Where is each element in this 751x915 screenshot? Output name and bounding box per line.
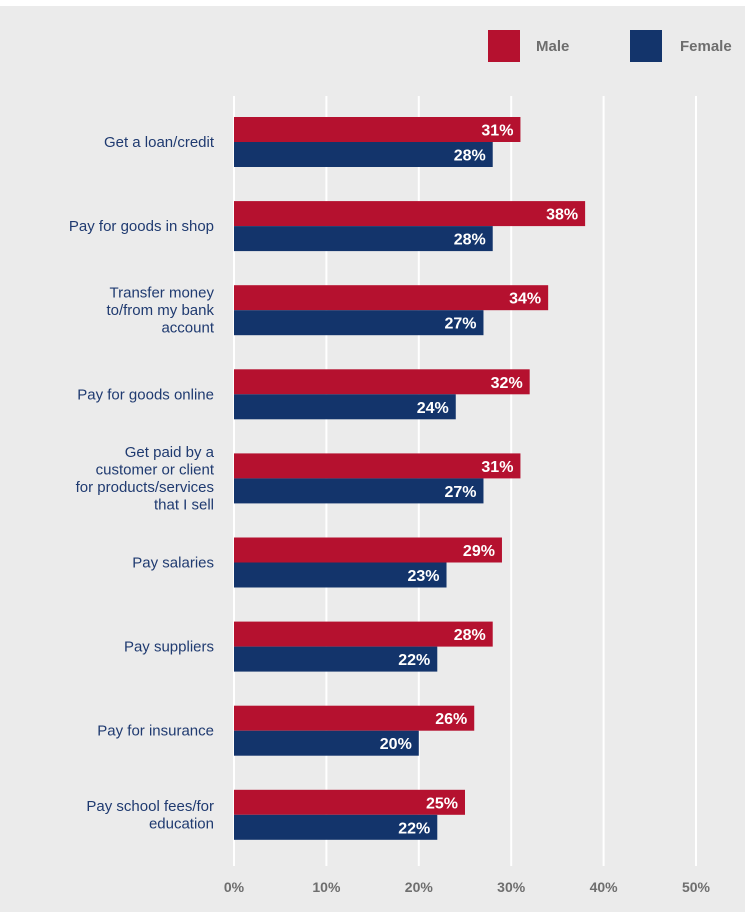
category-label: Get a loan/credit	[104, 134, 215, 151]
legend-swatch-male	[488, 30, 520, 62]
category-label: Transfer money to/from my bank account	[106, 285, 214, 337]
bar-value-label: 32%	[491, 375, 523, 392]
legend: Male Female	[488, 30, 732, 62]
category-label-line: Pay for goods in shop	[69, 218, 214, 235]
category-label-line: account	[161, 320, 214, 337]
category-label-line: Pay for goods online	[77, 386, 214, 403]
bar-value-label: 25%	[426, 795, 458, 812]
bar-value-label: 23%	[407, 568, 439, 585]
bar-value-label: 22%	[398, 820, 430, 837]
bar-female	[234, 394, 456, 420]
bar-value-label: 38%	[546, 207, 578, 224]
bar-value-label: 34%	[509, 291, 541, 308]
category-label-line: to/from my bank	[106, 302, 214, 319]
bar-male	[234, 705, 475, 731]
category-label: Pay suppliers	[124, 639, 214, 656]
bar-value-label: 28%	[454, 232, 486, 249]
bar-value-label: 20%	[380, 736, 412, 753]
bar-female	[234, 478, 484, 504]
x-tick-label: 20%	[405, 879, 434, 895]
bar-male	[234, 621, 493, 647]
bar-male	[234, 117, 521, 142]
category-label: Pay for goods online	[77, 386, 214, 403]
bar-value-label: 29%	[463, 543, 495, 560]
category-label-line: Transfer money	[110, 285, 215, 302]
category-label-line: Pay salaries	[132, 555, 214, 572]
bar-female	[234, 142, 493, 167]
bar-female	[234, 646, 438, 672]
bar-female	[234, 562, 447, 588]
category-label: Get paid by a customer or client for produ…	[76, 444, 215, 514]
x-tick-label: 10%	[312, 879, 341, 895]
bar-female	[234, 730, 419, 756]
x-tick-label: 0%	[224, 879, 245, 895]
category-label: Pay salaries	[132, 555, 214, 572]
bar-value-label: 31%	[481, 459, 513, 476]
x-tick-label: 50%	[682, 879, 711, 895]
category-label-line: for products/services	[76, 479, 214, 496]
category-labels: Get a loan/credit Pay for goods in shop Tr…	[69, 134, 215, 833]
x-axis-ticks: 0% 10% 20% 30% 40% 50%	[224, 879, 711, 895]
bar-female	[234, 226, 493, 252]
category-label: Pay school fees/for education	[86, 798, 214, 833]
bar-value-label: 26%	[435, 711, 467, 728]
category-label: Pay for goods in shop	[69, 218, 214, 235]
bar-value-label: 28%	[454, 627, 486, 644]
bar-male	[234, 369, 530, 395]
bar-value-label: 22%	[398, 652, 430, 669]
bar-value-label: 31%	[481, 123, 513, 140]
bar-male	[234, 201, 586, 227]
bar-male	[234, 537, 502, 563]
category-label-line: that I sell	[154, 497, 214, 514]
bar-value-label: 24%	[417, 400, 449, 417]
bar-female	[234, 814, 438, 840]
bars-group: 31% 28% 38% 28% 34% 27% 32% 24% 31% 27% 29% 23% 28% 2…	[234, 117, 586, 840]
x-tick-label: 30%	[497, 879, 526, 895]
bar-male	[234, 453, 521, 479]
category-label-line: customer or client	[96, 462, 215, 479]
category-label-line: education	[149, 816, 214, 833]
legend-label-male: Male	[536, 38, 569, 55]
bar-value-label: 27%	[444, 484, 476, 501]
bar-value-label: 27%	[444, 316, 476, 333]
bar-male	[234, 789, 465, 815]
bar-male	[234, 285, 549, 311]
legend-swatch-female	[630, 30, 662, 62]
category-label: Pay for insurance	[97, 723, 214, 740]
bar-value-label: 28%	[454, 148, 486, 165]
legend-label-female: Female	[680, 38, 732, 55]
category-label-line: Pay school fees/for	[86, 798, 214, 815]
category-label-line: Get paid by a	[125, 444, 215, 461]
category-label-line: Pay suppliers	[124, 639, 214, 656]
category-label-line: Pay for insurance	[97, 723, 214, 740]
x-tick-label: 40%	[590, 879, 619, 895]
category-label-line: Get a loan/credit	[104, 134, 215, 151]
bar-female	[234, 310, 484, 336]
